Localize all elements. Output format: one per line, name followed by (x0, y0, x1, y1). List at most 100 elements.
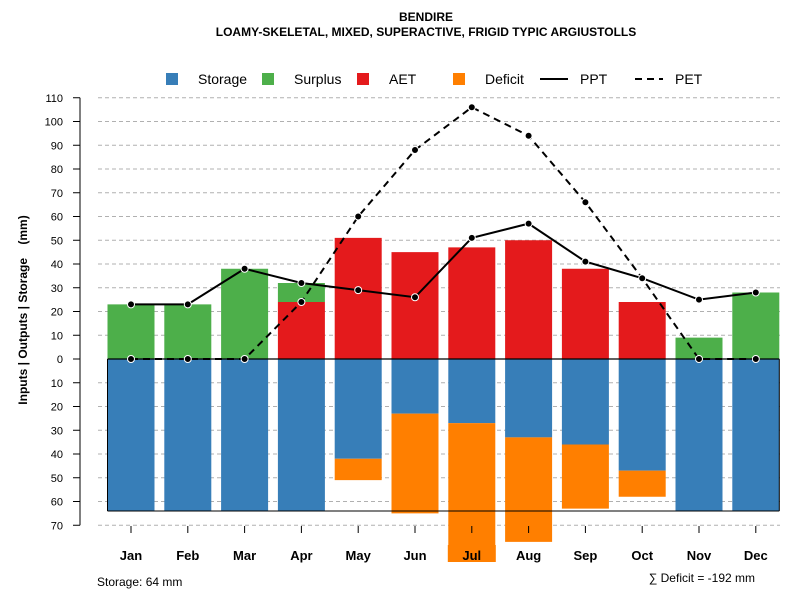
storage-legend-swatch (166, 73, 178, 85)
ppt-legend-label: PPT (580, 71, 608, 87)
aet-bar (505, 240, 553, 359)
y-tick-label: 70 (51, 520, 63, 532)
pet-point (127, 355, 135, 363)
deficit-legend-label: Deficit (485, 71, 524, 87)
pet-point (354, 212, 363, 221)
y-tick-label: 20 (51, 402, 63, 414)
pet-point (297, 298, 306, 306)
storage-bar (391, 359, 439, 414)
deficit-bar (391, 413, 439, 514)
axes: 110100908070605040302010010203040506070J… (45, 93, 768, 563)
y-tick-label: 0 (57, 354, 63, 366)
y-tick-label: 50 (51, 235, 63, 247)
pet-point (751, 355, 760, 363)
y-tick-label: 90 (51, 140, 63, 152)
storage-bar (164, 359, 212, 511)
deficit-bar (334, 458, 382, 481)
x-tick-label: Sep (573, 548, 597, 563)
pet-point (524, 131, 533, 140)
pet-point (581, 198, 590, 207)
y-tick-label: 100 (45, 117, 63, 129)
surplus-bar (221, 268, 269, 359)
ppt-point (354, 286, 363, 295)
storage-note: Storage: 64 mm (97, 575, 182, 589)
y-tick-label: 70 (51, 188, 63, 200)
y-tick-label: 10 (51, 378, 63, 390)
ppt-point (751, 288, 760, 297)
y-tick-label: 10 (51, 330, 63, 342)
bars (107, 237, 780, 559)
ppt-line (131, 222, 756, 306)
ppt-point (695, 295, 703, 304)
deficit-note: ∑ Deficit = -192 mm (649, 571, 755, 585)
x-tick-label: May (346, 548, 372, 563)
pet-point (467, 103, 476, 112)
gridlines (98, 97, 780, 526)
ppt-point (638, 274, 647, 283)
highlight-month-bg (447, 545, 496, 562)
x-tick-label: Jun (403, 548, 426, 563)
y-tick-label: 30 (51, 283, 63, 295)
x-tick-label: Apr (290, 548, 312, 563)
storage-legend-label: Storage (198, 71, 247, 87)
y-axis-label: Inputs | Outputs | Storage (mm) (16, 215, 30, 404)
y-tick-label: 50 (51, 473, 63, 485)
ppt-point (581, 257, 590, 266)
surplus-legend-swatch (262, 73, 274, 85)
surplus-bar (107, 304, 155, 359)
x-tick-label: Jan (120, 548, 142, 563)
y-tick-label: 20 (51, 307, 63, 319)
storage-bar (277, 359, 325, 511)
ppt-point (467, 233, 476, 242)
aet-bar (448, 247, 496, 359)
deficit-bar (505, 437, 553, 542)
legend: Storage Surplus AET Deficit PPT PET (166, 71, 703, 87)
storage-bar (448, 359, 496, 424)
y-tick-label: 30 (51, 425, 63, 437)
aet-legend-label: AET (389, 71, 417, 87)
storage-bar (675, 359, 723, 511)
y-tick-label: 40 (51, 449, 63, 461)
x-tick-label: Feb (176, 548, 199, 563)
storage-bar (732, 359, 780, 511)
pet-legend-label: PET (675, 71, 703, 87)
y-tick-label: 60 (51, 497, 63, 509)
x-tick-label: Oct (631, 548, 653, 563)
storage-bar (505, 359, 553, 438)
pet-point (240, 355, 249, 363)
y-tick-label: 40 (51, 259, 63, 271)
storage-bar (561, 359, 609, 445)
deficit-bar (618, 470, 666, 497)
storage-bar (334, 359, 382, 459)
x-tick-label: Mar (233, 548, 256, 563)
ppt-point (183, 300, 192, 309)
lines (127, 103, 760, 363)
aet-bar (277, 302, 325, 359)
x-tick-label: Nov (687, 548, 712, 563)
y-tick-label: 110 (45, 93, 63, 105)
ppt-point (524, 219, 533, 228)
pet-point (411, 146, 419, 154)
storage-bar (221, 359, 269, 511)
y-tick-label: 80 (51, 164, 63, 176)
storage-bar (618, 359, 666, 471)
surplus-bar (732, 292, 780, 359)
aet-bar (334, 237, 382, 359)
pet-point (183, 355, 192, 363)
aet-bar (618, 302, 666, 359)
x-tick-label: Aug (516, 548, 541, 563)
surplus-bar (164, 304, 212, 359)
x-tick-label: Dec (744, 548, 768, 563)
aet-bar (561, 268, 609, 359)
ppt-point (297, 279, 306, 287)
storage-bar (107, 359, 155, 511)
ppt-point (240, 264, 249, 273)
deficit-bar (448, 423, 496, 559)
chart-title: BENDIRE (399, 10, 453, 24)
ppt-point (127, 300, 135, 309)
pet-point (695, 355, 703, 363)
deficit-bar (561, 444, 609, 509)
aet-bar (391, 252, 439, 359)
